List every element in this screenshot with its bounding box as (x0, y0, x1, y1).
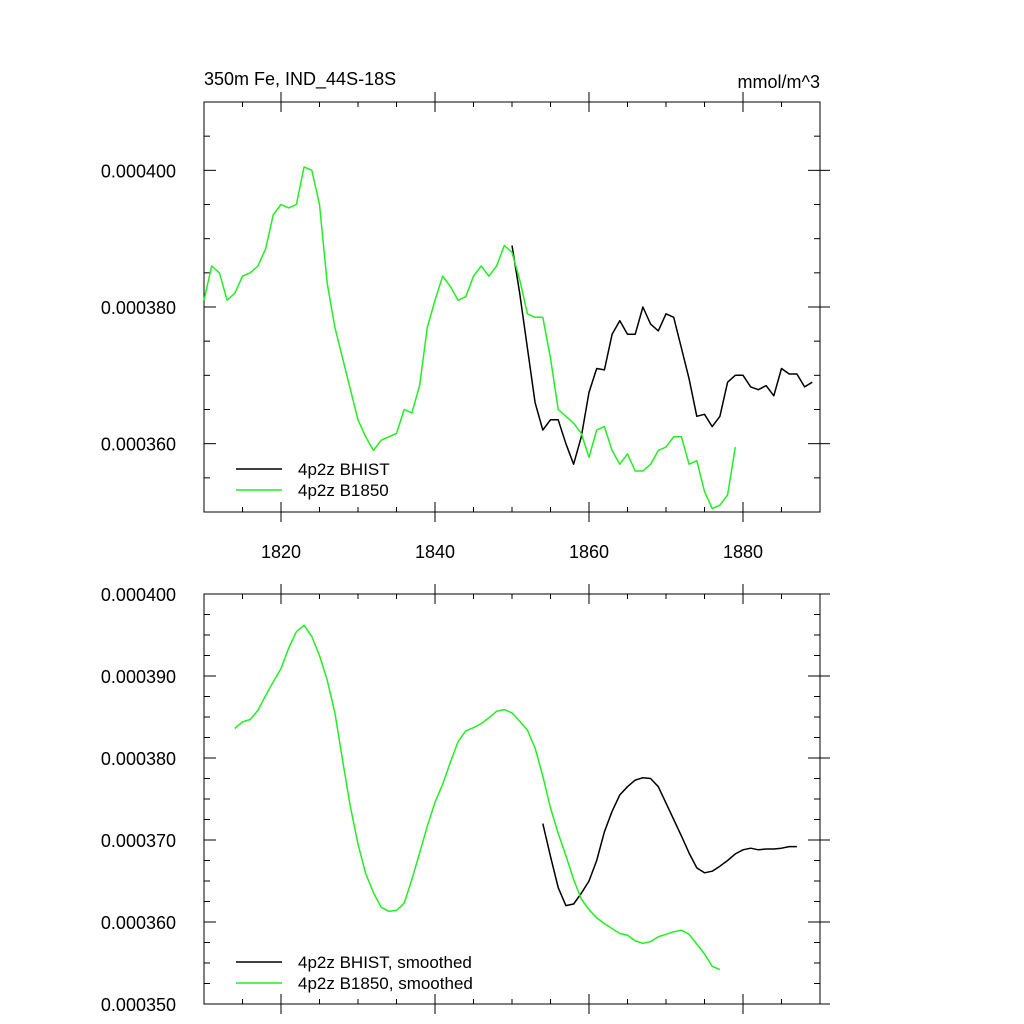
series-line (203, 166, 737, 510)
legend-label: 4p2z BHIST (298, 460, 390, 479)
plot-frame (203, 101, 821, 513)
x-tick-label: 1840 (415, 542, 455, 562)
x-tick-label: 1860 (569, 542, 609, 562)
x-tick-label: 1880 (723, 542, 763, 562)
y-tick-label: 0.000360 (101, 435, 176, 455)
top-panel: 1820 1840 1860 1880 0.000360 0.000380 0.000400… (101, 92, 830, 562)
y-tick-label: 0.000400 (101, 161, 176, 181)
units-label: mmol/m^3 (738, 72, 820, 92)
series-line (542, 776, 797, 907)
plot-frame (203, 593, 821, 1005)
y-tick-label: 0.000400 (101, 585, 176, 605)
series-line (234, 624, 721, 971)
series-line (511, 245, 813, 465)
y-tick-label: 0.000370 (101, 831, 176, 851)
y-tick-label: 0.000380 (101, 749, 176, 769)
bottom-panel: 0.000350 0.000360 0.000370 0.000380 0.000390… (101, 584, 830, 1015)
chart-title: 350m Fe, IND_44S-18S (204, 69, 396, 90)
y-tick-label: 0.000360 (101, 913, 176, 933)
legend-label: 4p2z B1850 (298, 481, 389, 500)
y-tick-label: 0.000350 (101, 995, 176, 1015)
legend-label: 4p2z B1850, smoothed (298, 974, 473, 993)
y-tick-label: 0.000380 (101, 298, 176, 318)
x-tick-label: 1820 (261, 542, 301, 562)
y-tick-label: 0.000390 (101, 667, 176, 687)
legend-label: 4p2z BHIST, smoothed (298, 953, 472, 972)
